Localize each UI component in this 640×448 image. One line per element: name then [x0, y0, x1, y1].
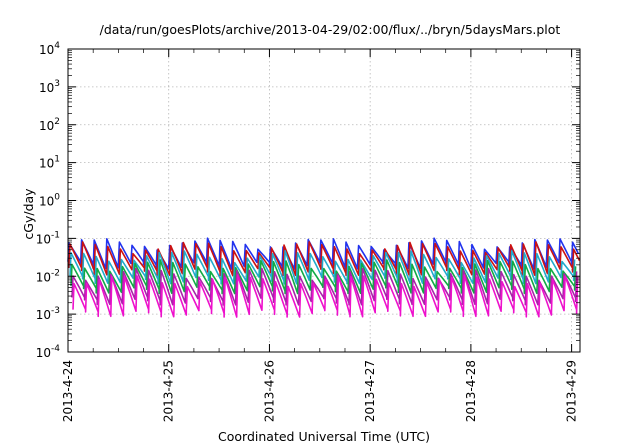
- chart-title: /data/run/goesPlots/archive/2013-04-29/0…: [100, 22, 561, 37]
- x-tick-label: 2013-4-28: [464, 360, 478, 422]
- series-line: [72, 274, 579, 318]
- y-tick-label: 103: [39, 79, 60, 95]
- x-tick-labels: 2013-4-24 2013-4-25 2013-4-26 2013-4-27 2013…: [61, 360, 579, 422]
- y-tick-labels: 10-4 10-3 10-2 10-1 100 101 102 103 104: [36, 41, 61, 360]
- series-line: [71, 267, 578, 306]
- y-tick-label: 102: [39, 117, 60, 133]
- y-tick-label: 10-3: [36, 306, 60, 322]
- y-tick-label: 100: [39, 193, 60, 209]
- x-tick-label: 2013-4-27: [363, 360, 377, 422]
- plot-series: [67, 237, 581, 318]
- series-line: [70, 259, 577, 295]
- y-tick-label: 101: [39, 155, 60, 171]
- y-tick-label: 104: [39, 41, 60, 57]
- x-tick-label: 2013-4-29: [565, 360, 579, 422]
- series-line: [67, 237, 580, 270]
- x-axis-label: Coordinated Universal Time (UTC): [218, 429, 430, 444]
- x-tick-label: 2013-4-24: [61, 360, 75, 422]
- x-tick-label: 2013-4-26: [262, 360, 276, 422]
- y-tick-label: 10-2: [36, 268, 60, 284]
- y-axis-label: cGy/day: [21, 188, 36, 240]
- ticks: [67, 48, 580, 353]
- y-tick-label: 10-4: [36, 344, 61, 360]
- series-line: [68, 241, 581, 277]
- y-tick-label: 10-1: [36, 230, 60, 246]
- series-line: [69, 250, 576, 285]
- x-tick-label: 2013-4-25: [162, 360, 176, 422]
